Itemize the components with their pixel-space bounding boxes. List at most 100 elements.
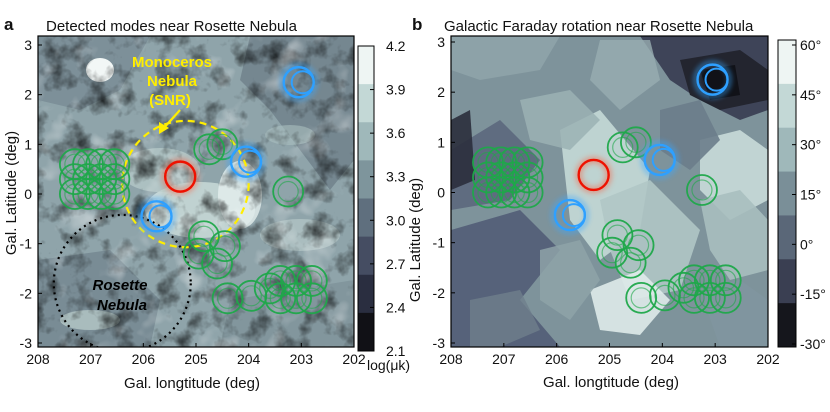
colorbar-swatch <box>778 303 796 348</box>
colorbar-swatch <box>358 84 374 123</box>
colorbar-swatch <box>778 40 796 85</box>
green-mode-marker <box>201 247 233 280</box>
x-tick-label: 205 <box>184 351 208 367</box>
rosette-nebula-circle <box>52 213 192 347</box>
green-mode-marker <box>498 176 531 209</box>
green-mode-marker <box>280 282 312 315</box>
snr-label-line-1: Monoceros <box>132 54 212 71</box>
green-mode-marker <box>606 131 639 164</box>
green-mode-marker <box>614 246 647 279</box>
panel-a-letter: a <box>4 15 14 34</box>
green-mode-marker <box>272 175 305 208</box>
snr-label-line-2: Nebula <box>147 73 198 90</box>
colorbar-tick-label: 60° <box>800 37 821 53</box>
colorbar-tick-label: 30° <box>800 137 821 153</box>
green-mode-marker <box>678 281 710 314</box>
y-tick-label: 1 <box>24 136 32 152</box>
blue-mode-marker <box>550 195 590 235</box>
x-tick-label: 203 <box>290 351 314 367</box>
green-mode-marker <box>98 178 131 210</box>
panel-a-colorbar: 4.2 3.9 3.6 3.3 3.0 2.7 2.4 2.1 <box>357 38 406 359</box>
blue-mode-marker <box>693 60 733 100</box>
green-mode-marker <box>511 176 544 209</box>
green-mode-marker <box>709 281 742 314</box>
green-mode-marker <box>211 282 244 315</box>
y-tick-label: -2 <box>20 285 33 301</box>
colorbar-swatch <box>358 198 374 238</box>
y-tick-label: 0 <box>437 185 445 201</box>
panel-b-xlabel: Gal. longtitude (deg) <box>543 374 679 391</box>
x-tick-label: 207 <box>492 351 516 367</box>
green-mode-marker <box>485 176 518 209</box>
colorbar-swatch <box>778 127 796 173</box>
panel-b-title: Galactic Faraday rotation near Rosette N… <box>444 18 754 35</box>
panel-b-letter: b <box>412 15 422 34</box>
panel-b-map <box>451 36 768 347</box>
blue-mode-marker <box>640 140 680 180</box>
snr-annotation: Monoceros Nebula (SNR) <box>132 54 212 134</box>
y-tick-label: 0 <box>24 186 32 202</box>
colorbar-swatch <box>358 312 374 352</box>
y-tick-label: -3 <box>433 335 446 351</box>
green-mode-marker <box>295 265 328 297</box>
colorbar-swatch <box>358 236 374 276</box>
panel-a-markers <box>58 62 328 315</box>
x-tick-label: 203 <box>703 351 727 367</box>
green-mode-marker <box>193 133 226 166</box>
x-tick-label: 204 <box>237 351 261 367</box>
panel-b-ylabel: Gal. Latitude (deg) <box>407 178 424 302</box>
colorbar-tick-label: 3.0 <box>386 212 406 228</box>
x-tick-label: 205 <box>598 351 622 367</box>
green-mode-marker <box>625 281 658 314</box>
x-tick-label: 206 <box>545 351 569 367</box>
colorbar-tick-label: 2.7 <box>386 256 406 272</box>
colorbar-frame <box>777 39 797 348</box>
green-mode-marker <box>472 176 504 209</box>
x-tick-label: 206 <box>132 351 156 367</box>
green-mode-marker <box>72 178 104 210</box>
colorbar-tick-label: 3.3 <box>386 169 406 185</box>
x-tick-label: 202 <box>756 351 780 367</box>
colorbar-tick-label: 0° <box>800 236 813 252</box>
panel-b-colorbar: 60° 45° 30° 15° 0° -15° -30° <box>777 37 826 352</box>
green-mode-marker <box>295 282 328 315</box>
panel-b-markers <box>472 60 742 314</box>
colorbar-swatch <box>358 46 374 85</box>
red-mode-marker <box>162 158 199 195</box>
green-mode-marker <box>264 282 297 315</box>
x-tick-label: 207 <box>79 351 103 367</box>
y-tick-label: 3 <box>24 37 32 53</box>
snr-arrow-head <box>159 122 169 134</box>
green-mode-marker <box>58 178 91 210</box>
panel-a-xlabel: Gal. longtitude (deg) <box>124 375 260 392</box>
y-tick-label: 1 <box>437 134 445 150</box>
panel-a-colorbar-label: log(μk) <box>367 357 410 373</box>
colorbar-tick-label: -30° <box>800 336 826 352</box>
x-tick-label: 202 <box>342 351 366 367</box>
colorbar-tick-label: -15° <box>800 286 826 302</box>
colorbar-swatch <box>778 83 796 129</box>
blue-mode-marker <box>226 142 266 182</box>
panel-a-x-ticks: 208 207 206 205 204 203 202 <box>26 343 366 367</box>
colorbar-tick-label: 2.4 <box>386 299 406 315</box>
green-mode-marker <box>264 265 297 297</box>
colorbar-tick-label: 15° <box>800 187 821 203</box>
green-mode-marker <box>678 264 710 297</box>
rosette-label-line-1: Rosette <box>92 277 147 294</box>
green-mode-marker <box>620 126 652 159</box>
snr-label-line-3: (SNR) <box>149 92 191 109</box>
green-mode-marker <box>622 229 655 262</box>
panel-a-title: Detected modes near Rosette Nebula <box>46 18 298 35</box>
rosette-label-line-2: Nebula <box>97 297 147 314</box>
y-tick-label: -3 <box>20 335 33 351</box>
y-tick-label: 3 <box>437 34 445 50</box>
green-mode-marker <box>693 281 726 314</box>
green-mode-marker <box>209 230 241 263</box>
colorbar-swatch <box>778 215 796 260</box>
green-mode-marker <box>709 264 742 297</box>
red-mode-marker <box>575 156 612 193</box>
y-tick-label: 2 <box>437 84 445 100</box>
colorbar-tick-label: 3.9 <box>386 82 406 98</box>
y-tick-label: -2 <box>433 285 446 301</box>
colorbar-tick-label: 3.6 <box>386 125 406 141</box>
